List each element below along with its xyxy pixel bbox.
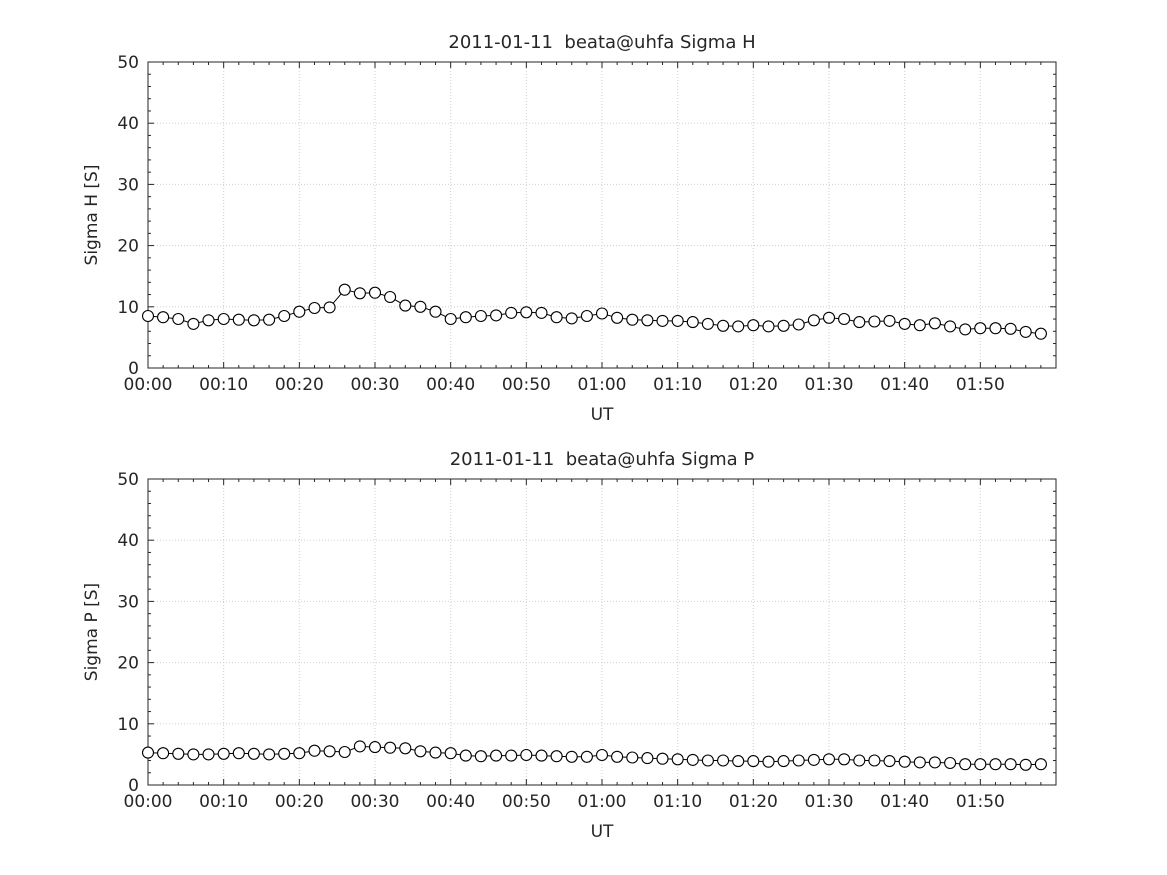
svg-text:01:50: 01:50 <box>956 375 1005 395</box>
sigma-h-y-axis-label: Sigma H [S] <box>82 165 102 266</box>
svg-text:20: 20 <box>117 237 139 257</box>
svg-text:40: 40 <box>117 531 139 551</box>
svg-text:00:40: 00:40 <box>426 375 475 395</box>
svg-text:01:40: 01:40 <box>880 792 929 812</box>
svg-text:0: 0 <box>128 359 139 379</box>
svg-text:01:30: 01:30 <box>805 792 854 812</box>
svg-text:00:00: 00:00 <box>124 375 173 395</box>
svg-text:50: 50 <box>117 53 139 73</box>
sigma-p-plot-layer: 00:00 00:10 00:20 00:30 00:40 00:50 01:00 01:10… <box>117 470 1057 812</box>
svg-text:01:20: 01:20 <box>729 375 778 395</box>
svg-text:10: 10 <box>117 298 139 318</box>
sigma-h-chart-title: 2011-01-11 beata@uhfa Sigma H <box>448 32 755 53</box>
svg-text:01:10: 01:10 <box>653 792 702 812</box>
tick-label-layer: 00:00 00:10 00:20 00:30 00:40 00:50 01:00 01:10… <box>117 53 1004 395</box>
axes-layer <box>147 61 1057 369</box>
sigma-p-chart-title: 2011-01-11 beata@uhfa Sigma P <box>450 449 755 470</box>
svg-text:01:40: 01:40 <box>880 375 929 395</box>
svg-text:01:00: 01:00 <box>578 375 627 395</box>
svg-text:20: 20 <box>117 654 139 674</box>
svg-text:01:30: 01:30 <box>805 375 854 395</box>
svg-text:30: 30 <box>117 592 139 612</box>
svg-text:00:50: 00:50 <box>502 792 551 812</box>
svg-text:01:10: 01:10 <box>653 375 702 395</box>
svg-text:00:50: 00:50 <box>502 375 551 395</box>
series-layer <box>141 740 1047 771</box>
svg-text:00:20: 00:20 <box>275 375 324 395</box>
svg-text:50: 50 <box>117 470 139 490</box>
axes-layer <box>147 478 1057 786</box>
svg-text:00:00: 00:00 <box>124 792 173 812</box>
svg-text:00:10: 00:10 <box>199 375 248 395</box>
grid-layer <box>148 62 1056 368</box>
sigma-h-chart: 00:00 00:10 00:20 00:30 00:40 00:50 01:00 01:10… <box>82 32 1057 425</box>
svg-text:0: 0 <box>128 776 139 796</box>
sigma-p-y-axis-label: Sigma P [S] <box>82 583 102 681</box>
svg-text:00:30: 00:30 <box>351 792 400 812</box>
svg-text:30: 30 <box>117 175 139 195</box>
svg-text:40: 40 <box>117 114 139 134</box>
svg-text:01:20: 01:20 <box>729 792 778 812</box>
tick-label-layer: 00:00 00:10 00:20 00:30 00:40 00:50 01:00 01:10… <box>117 470 1004 812</box>
series-layer <box>141 283 1047 340</box>
svg-text:00:30: 00:30 <box>351 375 400 395</box>
grid-layer <box>148 479 1056 785</box>
svg-text:00:10: 00:10 <box>199 792 248 812</box>
sigma-h-x-axis-label: UT <box>591 405 614 425</box>
sigma-p-x-axis-label: UT <box>591 822 614 842</box>
svg-text:00:20: 00:20 <box>275 792 324 812</box>
svg-text:01:50: 01:50 <box>956 792 1005 812</box>
svg-text:01:00: 01:00 <box>578 792 627 812</box>
sigma-h-plot-layer: 00:00 00:10 00:20 00:30 00:40 00:50 01:00 01:10… <box>117 53 1057 395</box>
sigma-p-chart: 00:00 00:10 00:20 00:30 00:40 00:50 01:00 01:10… <box>82 449 1057 842</box>
svg-text:10: 10 <box>117 715 139 735</box>
svg-text:00:40: 00:40 <box>426 792 475 812</box>
